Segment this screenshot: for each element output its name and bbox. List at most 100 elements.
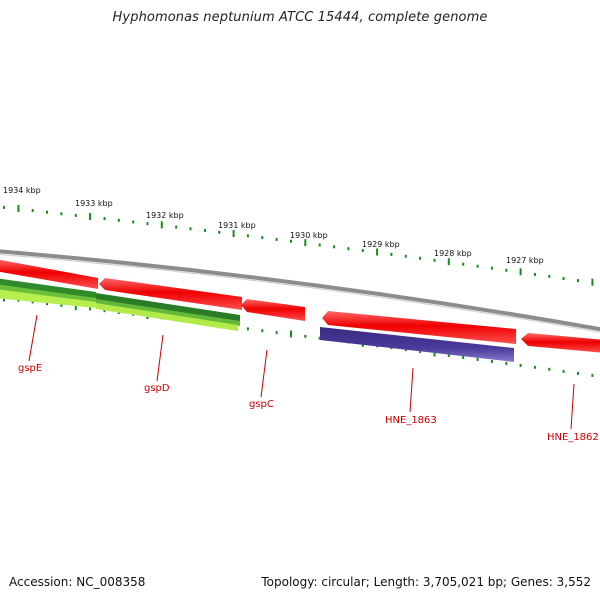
major-tick <box>74 303 77 311</box>
major-tick <box>17 205 20 212</box>
gene-arrow-gspC[interactable] <box>241 299 305 321</box>
minor-tick <box>132 220 135 224</box>
minor-tick <box>275 331 278 335</box>
map-title: Hyphomonas neptunium ATCC 15444, complet… <box>112 10 488 25</box>
minor-tick <box>433 258 436 262</box>
scale-label: 1931 kbp <box>218 221 256 230</box>
gene-label-HNE_1863[interactable]: HNE_1863 <box>385 415 437 426</box>
minor-tick <box>46 210 48 214</box>
scale-label: 1929 kbp <box>362 240 400 249</box>
minor-tick <box>261 236 264 240</box>
minor-tick <box>31 209 34 213</box>
minor-tick <box>577 371 579 375</box>
minor-tick <box>548 274 551 278</box>
major-tick <box>290 330 292 338</box>
major-tick <box>519 268 522 276</box>
minor-tick <box>318 243 321 247</box>
minor-tick <box>361 249 364 253</box>
minor-tick <box>562 277 565 280</box>
major-tick <box>304 239 307 247</box>
minor-tick <box>275 237 278 241</box>
scale-label: 1927 kbp <box>506 256 544 265</box>
minor-tick <box>577 279 579 283</box>
minor-tick <box>490 359 493 363</box>
gene-arrow-HNE_1862[interactable] <box>521 333 600 353</box>
scale-label: 1928 kbp <box>434 249 472 258</box>
minor-tick <box>390 252 393 256</box>
scale-label: 1930 kbp <box>290 231 328 240</box>
minor-tick <box>462 355 465 359</box>
minor-tick <box>591 373 594 377</box>
minor-tick <box>261 329 264 333</box>
minor-tick <box>103 309 106 313</box>
minor-tick <box>218 230 221 234</box>
scale-label: 1932 kbp <box>146 211 184 220</box>
major-tick <box>447 258 450 266</box>
reverse-gene-green[interactable] <box>0 278 96 308</box>
minor-tick <box>419 350 422 354</box>
minor-tick <box>103 217 106 221</box>
minor-tick <box>60 212 63 216</box>
minor-tick <box>290 239 292 243</box>
major-tick <box>376 248 379 256</box>
minor-tick <box>333 245 336 249</box>
minor-tick <box>490 266 493 270</box>
minor-tick <box>404 254 407 258</box>
major-tick <box>433 349 436 357</box>
minor-tick <box>304 334 307 338</box>
backbone-outer <box>0 249 600 332</box>
minor-tick <box>562 369 565 373</box>
minor-tick <box>476 264 479 268</box>
minor-tick <box>462 262 465 266</box>
minor-tick <box>74 213 77 217</box>
minor-tick <box>519 363 522 367</box>
reverse-gene-blue[interactable] <box>320 327 514 362</box>
major-tick <box>160 221 163 229</box>
minor-tick <box>505 361 508 365</box>
reverse-gene-green[interactable] <box>96 293 240 331</box>
minor-tick <box>189 227 192 231</box>
major-tick <box>89 213 92 220</box>
gene-arrow-gspD[interactable] <box>99 278 242 310</box>
label-leader-gspE <box>28 314 38 362</box>
gene-arrow-gspE[interactable] <box>0 259 98 289</box>
minor-tick <box>203 229 206 232</box>
major-tick <box>232 230 235 238</box>
scale-label: 1933 kbp <box>75 199 113 208</box>
label-leader-gspC <box>260 349 268 398</box>
minor-tick <box>246 234 249 238</box>
minor-tick <box>117 218 120 222</box>
minor-tick <box>3 205 5 209</box>
minor-tick <box>60 303 63 307</box>
minor-tick <box>175 225 178 229</box>
minor-tick <box>447 354 450 357</box>
label-leader-HNE_1863 <box>409 367 414 413</box>
minor-tick <box>246 327 249 331</box>
gene-label-HNE_1862[interactable]: HNE_1862 <box>547 432 599 443</box>
gene-label-gspD[interactable]: gspD <box>144 383 170 394</box>
label-leader-HNE_1862 <box>570 383 575 430</box>
minor-tick <box>505 268 508 272</box>
backbone-inner <box>0 253 600 333</box>
gene-arrow-HNE_1863[interactable] <box>322 311 516 344</box>
gene-label-gspC[interactable]: gspC <box>249 399 274 410</box>
major-tick <box>591 278 594 286</box>
label-leader-gspD <box>156 334 164 382</box>
minor-tick <box>46 302 48 306</box>
minor-tick <box>89 307 92 311</box>
scale-label: 1934 kbp <box>3 186 41 195</box>
genome-summary-text: Topology: circular; Length: 3,705,021 bp… <box>261 575 591 589</box>
minor-tick <box>548 367 551 371</box>
minor-tick <box>318 336 321 340</box>
minor-tick <box>31 300 34 304</box>
accession-text: Accession: NC_008358 <box>9 575 146 589</box>
minor-tick <box>533 272 536 276</box>
scale-ticks-upper <box>3 205 594 286</box>
minor-tick <box>419 256 422 260</box>
minor-tick <box>347 247 350 251</box>
minor-tick <box>146 222 149 226</box>
minor-tick <box>476 357 479 361</box>
minor-tick <box>533 365 536 369</box>
gene-label-gspE[interactable]: gspE <box>18 363 42 374</box>
